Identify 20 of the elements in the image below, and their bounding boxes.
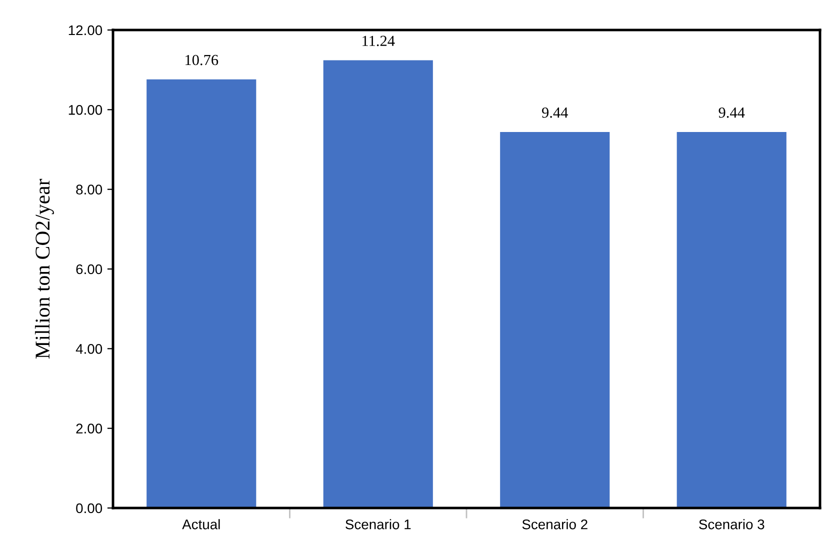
x-tick-label: Scenario 1: [346, 519, 411, 530]
data-label: 10.76: [186, 54, 218, 66]
y-tick-label: 10.00: [68, 105, 102, 115]
bar: [676, 132, 786, 508]
bar: [146, 79, 256, 508]
x-tick-label: Actual: [182, 519, 220, 530]
bar: [500, 132, 610, 508]
y-tick-label: 0.00: [76, 503, 102, 514]
y-tick-label: 4.00: [76, 344, 102, 354]
bar: [323, 60, 433, 508]
y-axis-title: Million ton CO2/year: [34, 178, 54, 359]
x-tick-label: Scenario 3: [699, 519, 764, 530]
y-tick-label: 8.00: [76, 184, 102, 195]
y-tick-label: 2.00: [76, 424, 102, 434]
y-tick-label: 12.00: [68, 25, 102, 36]
data-label: 11.24: [362, 36, 395, 46]
y-tick-label: 6.00: [76, 264, 102, 274]
data-label: 9.44: [718, 107, 745, 118]
data-label: 9.44: [542, 107, 568, 118]
x-tick-label: Scenario 2: [522, 519, 588, 530]
